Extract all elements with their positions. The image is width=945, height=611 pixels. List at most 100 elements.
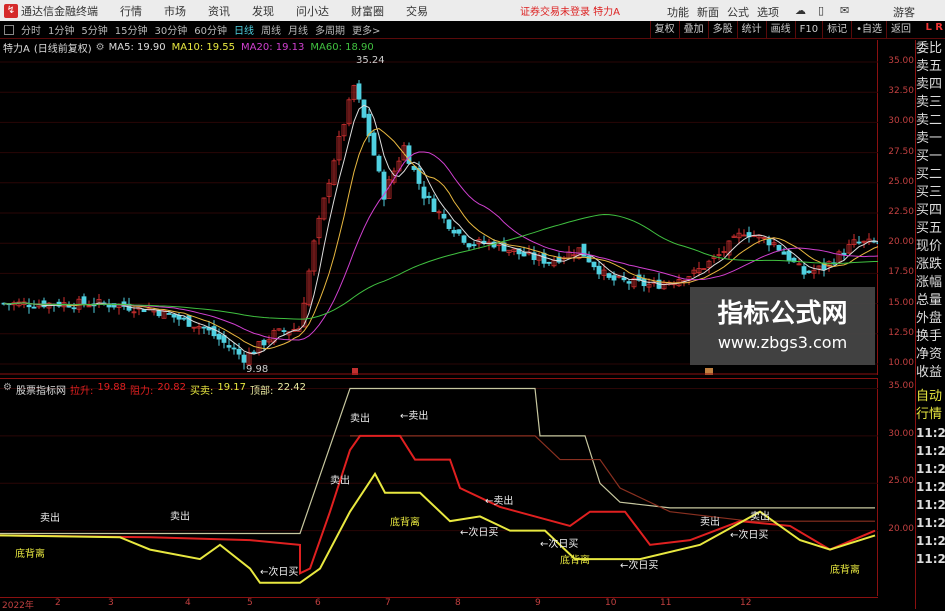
event-marker xyxy=(352,368,358,375)
toolbar-button-0[interactable]: 复权 xyxy=(649,21,679,39)
candle-body xyxy=(141,309,147,313)
toolbar-button-5[interactable]: F10 xyxy=(794,21,822,39)
menu-market[interactable]: 市场 xyxy=(164,4,186,18)
trade-time: 11:26 xyxy=(916,444,945,458)
login-warning[interactable]: 证券交易未登录 特力A xyxy=(520,7,621,18)
menu-discover[interactable]: 发现 xyxy=(252,4,274,18)
candle-body xyxy=(541,252,547,264)
watermark: 指标公式网 www.zbgs3.com xyxy=(690,287,875,365)
indicator-field-value: 19.17 xyxy=(217,382,247,393)
indicator-field-value: 20.82 xyxy=(157,382,186,393)
trade-time: 11:28 xyxy=(916,552,945,566)
toolbar-button-8[interactable]: 返回 xyxy=(886,21,915,39)
tab-1[interactable]: 行情 xyxy=(916,407,943,422)
settings-icon[interactable]: ⚙ xyxy=(95,42,105,53)
indicator-chart[interactable]: ⚙ 股票指标网 拉升: 19.88 阻力: 20.82 买卖: 19.17 顶部: 22.42… xyxy=(0,378,878,596)
menu-options[interactable]: 选项 xyxy=(757,6,779,19)
candle-body xyxy=(171,314,177,318)
menu-quotes[interactable]: 行情 xyxy=(120,4,142,18)
y-tick: 20.00 xyxy=(888,237,914,248)
quote-label: 卖三 xyxy=(916,95,943,110)
period-10[interactable]: 更多> xyxy=(351,26,381,37)
candle-body xyxy=(446,219,452,229)
candle-body xyxy=(521,251,527,257)
candle-body xyxy=(801,266,807,275)
y-tick: 35.00 xyxy=(888,56,914,66)
toolbar-button-6[interactable]: 标记 xyxy=(822,21,851,39)
menu-wealth[interactable]: 财富圈 xyxy=(351,4,384,18)
candle-body xyxy=(841,252,847,256)
candle-body xyxy=(161,310,167,319)
date-tick: 6 xyxy=(315,598,321,608)
menu-ask[interactable]: 问小达 xyxy=(296,4,329,18)
candle-body xyxy=(316,217,322,239)
menu-layout[interactable]: 新面 xyxy=(697,6,719,19)
y-tick: 30.00 xyxy=(888,116,914,127)
cloud-icon[interactable]: ☁ xyxy=(795,4,806,17)
candle-body xyxy=(331,160,337,185)
candle-body xyxy=(306,270,312,306)
candle-body xyxy=(606,273,612,278)
phone-icon[interactable]: ▯ xyxy=(818,4,825,17)
user-label[interactable]: 游客 xyxy=(893,6,915,19)
candle-body xyxy=(546,261,552,264)
quote-label: 外盘 xyxy=(916,311,943,326)
candle-body xyxy=(181,317,187,320)
candle-body xyxy=(406,145,412,164)
period-6[interactable]: 日线 xyxy=(233,26,254,37)
trade-time: 11:27 xyxy=(916,480,945,494)
trade-time: 11:26 xyxy=(916,426,945,440)
period-4[interactable]: 30分钟 xyxy=(154,26,188,37)
app-title: 通达信金融终端 xyxy=(21,4,98,18)
panel-toggle-icon[interactable] xyxy=(4,24,14,35)
ma5-line xyxy=(3,104,880,355)
candle-body xyxy=(426,195,432,198)
period-7[interactable]: 周线 xyxy=(260,26,281,37)
candle-body xyxy=(246,351,252,366)
quote-label: 买四 xyxy=(916,203,943,218)
toolbar-button-7[interactable]: •自选 xyxy=(851,21,886,39)
menu-news[interactable]: 资讯 xyxy=(208,4,230,18)
period-0[interactable]: 分时 xyxy=(21,26,41,37)
menu-function[interactable]: 功能 xyxy=(667,6,689,19)
lr-toggle[interactable]: L R xyxy=(925,22,943,33)
toolbar-button-1[interactable]: 叠加 xyxy=(678,21,708,39)
candle-body xyxy=(701,268,707,270)
period-3[interactable]: 15分钟 xyxy=(114,26,148,37)
candle-body xyxy=(356,83,362,100)
candle-body xyxy=(781,251,787,255)
tab-0[interactable]: 自动 xyxy=(916,389,943,404)
candle-body xyxy=(456,229,462,234)
watermark-title: 指标公式网 xyxy=(717,299,848,329)
candle-body xyxy=(586,255,592,263)
candle-body xyxy=(516,248,522,255)
candle-body xyxy=(716,254,722,256)
signal-label: ←卖出 xyxy=(485,494,513,507)
candle-body xyxy=(691,269,697,274)
candle-body xyxy=(611,275,617,281)
y-tick: 17.50 xyxy=(888,267,914,278)
candle-body xyxy=(581,243,587,257)
candle-body xyxy=(301,302,307,328)
date-tick: 7 xyxy=(385,598,391,608)
menu-formula[interactable]: 公式 xyxy=(727,6,749,19)
candle-body xyxy=(856,241,862,244)
settings-icon[interactable]: ⚙ xyxy=(3,382,12,393)
menu-bar: ↯ 通达信金融终端 行情 市场 资讯 发现 问小达 财富圈 交易 证券交易未登录… xyxy=(0,0,945,21)
mail-icon[interactable]: ✉ xyxy=(840,4,850,17)
candle-body xyxy=(531,252,537,261)
signal-label: ←次日买 xyxy=(460,525,498,538)
toolbar-button-2[interactable]: 多股 xyxy=(707,21,737,39)
candle-body xyxy=(826,261,832,267)
candle-body xyxy=(251,351,257,354)
period-2[interactable]: 5分钟 xyxy=(81,26,108,37)
period-5[interactable]: 60分钟 xyxy=(194,26,227,37)
indicator-field-label: 拉升: xyxy=(69,386,94,397)
period-9[interactable]: 多周期 xyxy=(314,26,345,37)
menu-trade[interactable]: 交易 xyxy=(406,4,428,18)
toolbar-button-4[interactable]: 画线 xyxy=(765,21,795,39)
period-8[interactable]: 月线 xyxy=(287,26,308,37)
period-1[interactable]: 1分钟 xyxy=(48,26,75,37)
toolbar-button-3[interactable]: 统计 xyxy=(736,21,766,39)
candle-body xyxy=(876,242,882,245)
